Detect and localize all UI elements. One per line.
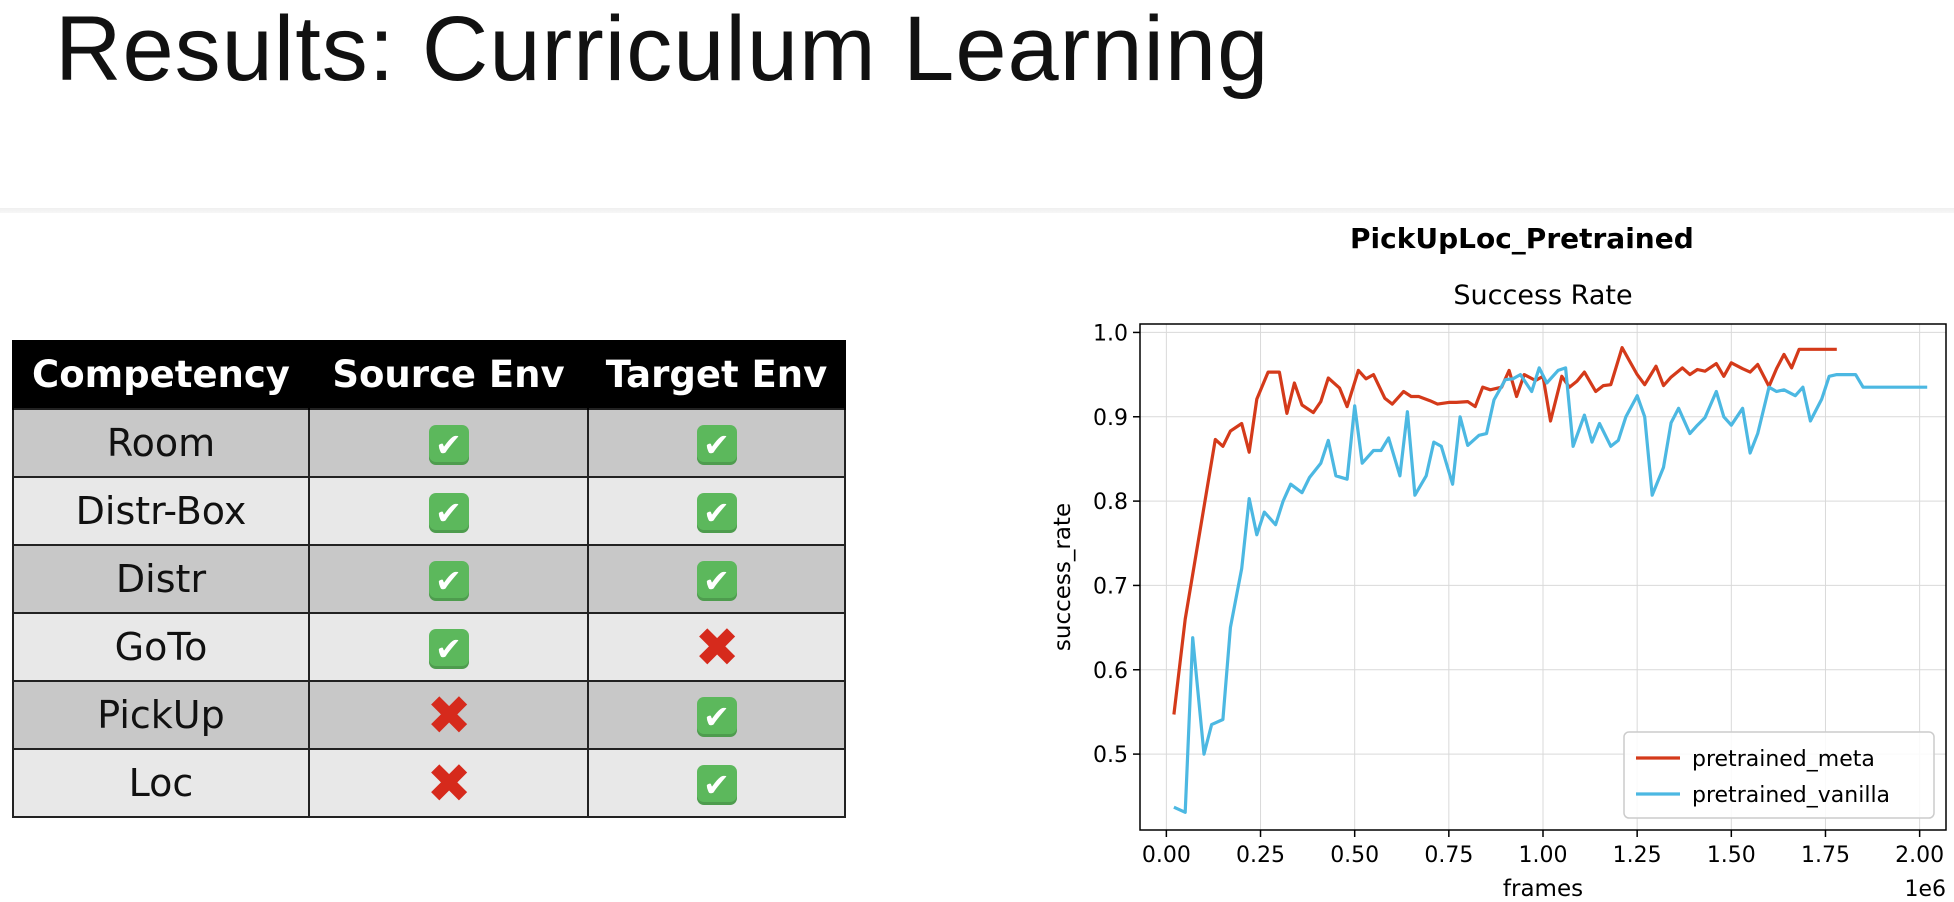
table-row: GoTo ✔ ✖ xyxy=(12,612,846,682)
legend-label-pretrained_meta: pretrained_meta xyxy=(1692,747,1875,772)
competency-cell: Room xyxy=(12,408,310,478)
white-check-mark-icon: ✔ xyxy=(428,629,469,670)
source-env-cell: ✖ xyxy=(308,748,589,818)
target-env-cell: ✔ xyxy=(587,680,846,750)
x-tick-label: 1.75 xyxy=(1801,843,1850,868)
x-tick-label: 2.00 xyxy=(1895,843,1944,868)
white-check-mark-icon: ✔ xyxy=(696,697,737,738)
success-rate-chart: 0.00 0.25 0.50 0.75 1.00 1.25 1.50 1.75 2.00 0.5 0… xyxy=(1050,280,1947,902)
target-env-cell: ✔ xyxy=(587,544,846,614)
competency-cell: GoTo xyxy=(12,612,310,682)
y-tick-label: 1.0 xyxy=(1093,321,1128,346)
competency-table: Competency Source Env Target Env Room ✔ ✔ D… xyxy=(12,340,846,818)
source-env-cell: ✖ xyxy=(308,680,589,750)
white-check-mark-icon: ✔ xyxy=(428,561,469,602)
y-tick-label: 0.9 xyxy=(1093,406,1128,431)
competency-cell: PickUp xyxy=(12,680,310,750)
white-check-mark-icon: ✔ xyxy=(428,493,469,534)
series-line-pretrained_meta xyxy=(1172,345,1837,715)
x-tick-label: 0.50 xyxy=(1330,843,1379,868)
source-env-cell: ✔ xyxy=(308,544,589,614)
source-env-cell: ✔ xyxy=(308,408,589,478)
x-tick-label: 1.25 xyxy=(1613,843,1662,868)
table-row: PickUp ✖ ✔ xyxy=(12,680,846,750)
table-body: Room ✔ ✔ Distr-Box ✔ ✔ Distr ✔ ✔ GoTo ✔ ✖ PickUp ✖ ✔ Lo… xyxy=(12,408,846,818)
white-check-mark-icon: ✔ xyxy=(696,493,737,534)
x-tick-label: 0.00 xyxy=(1142,843,1191,868)
source-env-cell: ✔ xyxy=(308,476,589,546)
white-check-mark-icon: ✔ xyxy=(696,561,737,602)
chart-suptitle: PickUpLoc_Pretrained xyxy=(1350,222,1694,255)
white-check-mark-icon: ✔ xyxy=(696,765,737,806)
target-env-cell: ✖ xyxy=(587,612,846,682)
x-axis-label: frames xyxy=(1503,876,1583,902)
target-env-cell: ✔ xyxy=(587,748,846,818)
white-check-mark-icon: ✔ xyxy=(428,425,469,466)
x-axis-offset-label: 1e6 xyxy=(1904,877,1946,902)
header-target-env: Target Env xyxy=(587,340,846,409)
target-env-cell: ✔ xyxy=(587,476,846,546)
table-row: Loc ✖ ✔ xyxy=(12,748,846,818)
competency-cell: Loc xyxy=(12,748,310,818)
target-env-cell: ✔ xyxy=(587,408,846,478)
legend-box xyxy=(1623,731,1935,819)
table-row: Distr ✔ ✔ xyxy=(12,544,846,614)
chart-title: Success Rate xyxy=(1453,280,1632,311)
y-tick-label: 0.6 xyxy=(1093,659,1128,684)
header-competency: Competency xyxy=(12,340,310,409)
table-row: Distr-Box ✔ ✔ xyxy=(12,476,846,546)
competency-table-container: Competency Source Env Target Env Room ✔ ✔ D… xyxy=(12,340,846,818)
x-tick-label: 1.00 xyxy=(1519,843,1568,868)
x-tick-label: 0.25 xyxy=(1236,843,1285,868)
x-tick-label: 1.50 xyxy=(1707,843,1756,868)
source-env-cell: ✔ xyxy=(308,612,589,682)
y-tick-label: 0.7 xyxy=(1093,574,1128,599)
header-divider xyxy=(0,208,1954,213)
y-axis-label: success_rate xyxy=(1050,503,1076,651)
header-source-env: Source Env xyxy=(308,340,589,409)
table-row: Room ✔ ✔ xyxy=(12,408,846,478)
x-tick-label: 0.75 xyxy=(1424,843,1473,868)
series-line-pretrained_vanilla xyxy=(1173,366,1928,814)
cross-mark-icon: ✖ xyxy=(426,684,472,748)
cross-mark-icon: ✖ xyxy=(426,752,472,816)
table-header-row: Competency Source Env Target Env xyxy=(12,340,846,409)
slide-title: Results: Curriculum Learning xyxy=(55,0,1270,100)
cross-mark-icon: ✖ xyxy=(694,616,740,680)
y-tick-label: 0.8 xyxy=(1093,490,1128,515)
legend-label-pretrained_vanilla: pretrained_vanilla xyxy=(1692,783,1890,808)
y-tick-label: 0.5 xyxy=(1093,743,1128,768)
competency-cell: Distr xyxy=(12,544,310,614)
competency-cell: Distr-Box xyxy=(12,476,310,546)
white-check-mark-icon: ✔ xyxy=(696,425,737,466)
